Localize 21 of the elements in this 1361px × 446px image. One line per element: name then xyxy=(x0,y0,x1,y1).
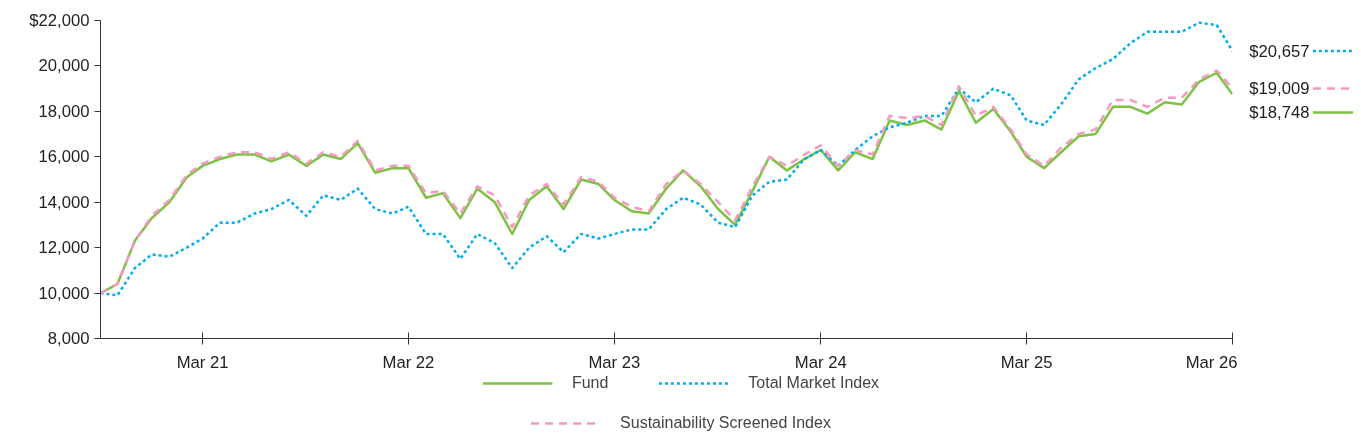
data-label: $19,009 xyxy=(1249,78,1310,98)
y-tick-label: 12,000 xyxy=(38,238,90,258)
x-tick-label: Mar 21 xyxy=(176,352,229,372)
legend-label: Fund xyxy=(571,374,609,392)
x-tick-label: Mar 23 xyxy=(588,352,641,372)
y-tick-label: 8,000 xyxy=(47,329,90,348)
y-tick-label: $22,000 xyxy=(29,11,90,30)
y-tick-label: 16,000 xyxy=(38,147,90,167)
x-tick-label: Mar 25 xyxy=(1000,352,1053,372)
legend-label: Total Market Index xyxy=(748,374,880,392)
legend-label: Sustainability Screened Index xyxy=(620,414,831,432)
data-label: $18,748 xyxy=(1249,102,1310,122)
y-tick-label: 20,000 xyxy=(38,56,90,76)
y-tick-label: 14,000 xyxy=(38,192,90,212)
x-tick-label: Mar 22 xyxy=(382,352,435,372)
x-tick-label: Mar 24 xyxy=(794,352,847,372)
line-series xyxy=(100,21,1233,297)
y-tick-label: 18,000 xyxy=(38,101,90,121)
y-tick-label: 10,000 xyxy=(38,283,90,303)
x-tick-label: Mar 26 xyxy=(1185,352,1238,372)
data-label: $20,657 xyxy=(1249,41,1310,61)
